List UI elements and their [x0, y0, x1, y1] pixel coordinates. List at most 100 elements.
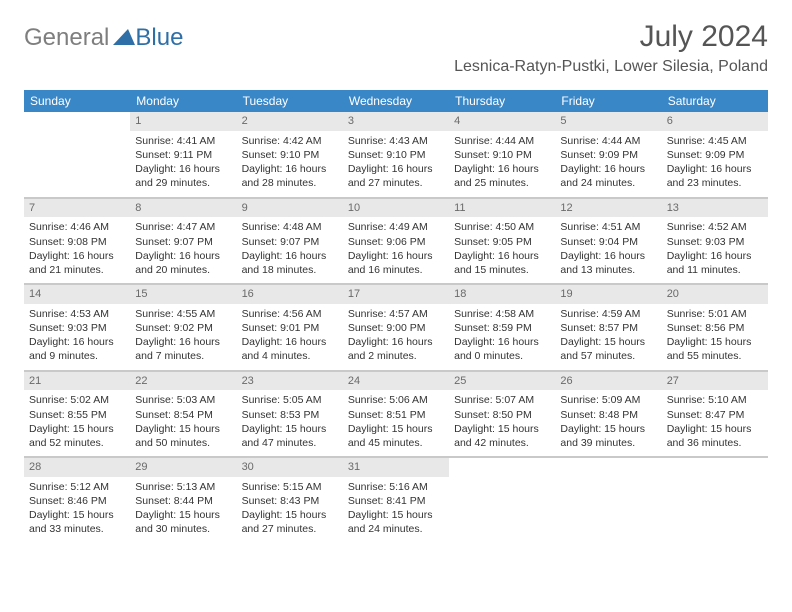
- sunset-line: Sunset: 8:48 PM: [560, 408, 656, 422]
- calendar-cell: 31Sunrise: 5:16 AMSunset: 8:41 PMDayligh…: [343, 458, 449, 543]
- calendar-cell: 8Sunrise: 4:47 AMSunset: 9:07 PMDaylight…: [130, 199, 236, 284]
- daylight-line: Daylight: 16 hours and 13 minutes.: [560, 249, 656, 277]
- daylight-line: Daylight: 16 hours and 23 minutes.: [667, 162, 763, 190]
- sunset-line: Sunset: 9:05 PM: [454, 235, 550, 249]
- sunrise-line: Sunrise: 4:55 AM: [135, 307, 231, 321]
- weekday-header: Wednesday: [343, 90, 449, 112]
- day-number: 1: [130, 112, 236, 131]
- daylight-line: Daylight: 16 hours and 15 minutes.: [454, 249, 550, 277]
- sunset-line: Sunset: 8:59 PM: [454, 321, 550, 335]
- day-number: 21: [24, 372, 130, 391]
- calendar-cell: 4Sunrise: 4:44 AMSunset: 9:10 PMDaylight…: [449, 112, 555, 197]
- calendar-cell: 20Sunrise: 5:01 AMSunset: 8:56 PMDayligh…: [662, 285, 768, 370]
- daylight-line: Daylight: 16 hours and 18 minutes.: [242, 249, 338, 277]
- daylight-line: Daylight: 16 hours and 20 minutes.: [135, 249, 231, 277]
- sunrise-line: Sunrise: 5:02 AM: [29, 393, 125, 407]
- day-number: 6: [662, 112, 768, 131]
- day-number: 30: [237, 458, 343, 477]
- daylight-line: Daylight: 15 hours and 42 minutes.: [454, 422, 550, 450]
- sunset-line: Sunset: 8:56 PM: [667, 321, 763, 335]
- sunrise-line: Sunrise: 5:13 AM: [135, 480, 231, 494]
- sunrise-line: Sunrise: 4:46 AM: [29, 220, 125, 234]
- daylight-line: Daylight: 15 hours and 27 minutes.: [242, 508, 338, 536]
- sunrise-line: Sunrise: 4:51 AM: [560, 220, 656, 234]
- daylight-line: Daylight: 15 hours and 30 minutes.: [135, 508, 231, 536]
- day-number: 22: [130, 372, 236, 391]
- sunrise-line: Sunrise: 4:56 AM: [242, 307, 338, 321]
- calendar-cell: .: [449, 458, 555, 543]
- calendar-cell: 16Sunrise: 4:56 AMSunset: 9:01 PMDayligh…: [237, 285, 343, 370]
- daylight-line: Daylight: 16 hours and 25 minutes.: [454, 162, 550, 190]
- title-location: Lesnica-Ratyn-Pustki, Lower Silesia, Pol…: [454, 58, 768, 76]
- sunset-line: Sunset: 8:57 PM: [560, 321, 656, 335]
- daylight-line: Daylight: 15 hours and 36 minutes.: [667, 422, 763, 450]
- sunset-line: Sunset: 9:07 PM: [135, 235, 231, 249]
- sunset-line: Sunset: 8:54 PM: [135, 408, 231, 422]
- sunset-line: Sunset: 9:03 PM: [667, 235, 763, 249]
- daylight-line: Daylight: 16 hours and 0 minutes.: [454, 335, 550, 363]
- sunrise-line: Sunrise: 5:06 AM: [348, 393, 444, 407]
- day-number: 16: [237, 285, 343, 304]
- title-block: July 2024 Lesnica-Ratyn-Pustki, Lower Si…: [454, 20, 768, 76]
- sunset-line: Sunset: 9:01 PM: [242, 321, 338, 335]
- daylight-line: Daylight: 16 hours and 11 minutes.: [667, 249, 763, 277]
- day-number: 13: [662, 199, 768, 218]
- calendar-cell: 11Sunrise: 4:50 AMSunset: 9:05 PMDayligh…: [449, 199, 555, 284]
- weekday-header-row: Sunday Monday Tuesday Wednesday Thursday…: [24, 90, 768, 112]
- calendar-cell: 17Sunrise: 4:57 AMSunset: 9:00 PMDayligh…: [343, 285, 449, 370]
- calendar-cell: 2Sunrise: 4:42 AMSunset: 9:10 PMDaylight…: [237, 112, 343, 197]
- daylight-line: Daylight: 16 hours and 2 minutes.: [348, 335, 444, 363]
- logo-text-blue: Blue: [135, 24, 183, 52]
- weekday-header: Sunday: [24, 90, 130, 112]
- sunrise-line: Sunrise: 5:10 AM: [667, 393, 763, 407]
- calendar-cell: 19Sunrise: 4:59 AMSunset: 8:57 PMDayligh…: [555, 285, 661, 370]
- calendar-week-row: 14Sunrise: 4:53 AMSunset: 9:03 PMDayligh…: [24, 285, 768, 370]
- header: General Blue July 2024 Lesnica-Ratyn-Pus…: [24, 20, 768, 76]
- calendar-cell: 6Sunrise: 4:45 AMSunset: 9:09 PMDaylight…: [662, 112, 768, 197]
- sunset-line: Sunset: 9:04 PM: [560, 235, 656, 249]
- sunset-line: Sunset: 8:41 PM: [348, 494, 444, 508]
- calendar-week-row: .1Sunrise: 4:41 AMSunset: 9:11 PMDayligh…: [24, 112, 768, 197]
- day-number: 23: [237, 372, 343, 391]
- weekday-header: Monday: [130, 90, 236, 112]
- sunrise-line: Sunrise: 4:58 AM: [454, 307, 550, 321]
- sunrise-line: Sunrise: 5:07 AM: [454, 393, 550, 407]
- weekday-header: Friday: [555, 90, 661, 112]
- weekday-header: Tuesday: [237, 90, 343, 112]
- daylight-line: Daylight: 15 hours and 45 minutes.: [348, 422, 444, 450]
- day-number: 18: [449, 285, 555, 304]
- day-number: 7: [24, 199, 130, 218]
- weekday-header: Thursday: [449, 90, 555, 112]
- sunrise-line: Sunrise: 4:53 AM: [29, 307, 125, 321]
- daylight-line: Daylight: 15 hours and 50 minutes.: [135, 422, 231, 450]
- daylight-line: Daylight: 15 hours and 39 minutes.: [560, 422, 656, 450]
- sunrise-line: Sunrise: 5:16 AM: [348, 480, 444, 494]
- calendar-cell: 13Sunrise: 4:52 AMSunset: 9:03 PMDayligh…: [662, 199, 768, 284]
- calendar-cell: 9Sunrise: 4:48 AMSunset: 9:07 PMDaylight…: [237, 199, 343, 284]
- sunset-line: Sunset: 9:07 PM: [242, 235, 338, 249]
- calendar-cell: 1Sunrise: 4:41 AMSunset: 9:11 PMDaylight…: [130, 112, 236, 197]
- day-number: 15: [130, 285, 236, 304]
- calendar-week-row: 28Sunrise: 5:12 AMSunset: 8:46 PMDayligh…: [24, 458, 768, 543]
- sunrise-line: Sunrise: 5:03 AM: [135, 393, 231, 407]
- day-number: 10: [343, 199, 449, 218]
- sunset-line: Sunset: 8:47 PM: [667, 408, 763, 422]
- calendar-cell: 28Sunrise: 5:12 AMSunset: 8:46 PMDayligh…: [24, 458, 130, 543]
- sunrise-line: Sunrise: 4:49 AM: [348, 220, 444, 234]
- sunrise-line: Sunrise: 4:43 AM: [348, 134, 444, 148]
- daylight-line: Daylight: 15 hours and 52 minutes.: [29, 422, 125, 450]
- sunrise-line: Sunrise: 4:57 AM: [348, 307, 444, 321]
- sunset-line: Sunset: 8:50 PM: [454, 408, 550, 422]
- sunset-line: Sunset: 9:06 PM: [348, 235, 444, 249]
- day-number: 27: [662, 372, 768, 391]
- day-number: 26: [555, 372, 661, 391]
- day-number: 31: [343, 458, 449, 477]
- daylight-line: Daylight: 15 hours and 57 minutes.: [560, 335, 656, 363]
- sunset-line: Sunset: 9:09 PM: [560, 148, 656, 162]
- logo: General Blue: [24, 24, 183, 52]
- day-number: 19: [555, 285, 661, 304]
- calendar-cell: 21Sunrise: 5:02 AMSunset: 8:55 PMDayligh…: [24, 372, 130, 457]
- day-number: 12: [555, 199, 661, 218]
- calendar-cell: 30Sunrise: 5:15 AMSunset: 8:43 PMDayligh…: [237, 458, 343, 543]
- daylight-line: Daylight: 16 hours and 9 minutes.: [29, 335, 125, 363]
